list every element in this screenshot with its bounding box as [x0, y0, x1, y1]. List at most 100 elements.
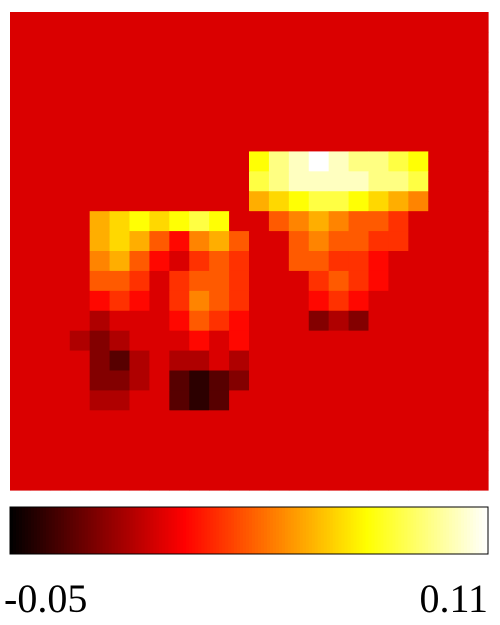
heatmap-cell	[328, 231, 350, 252]
heatmap-cell	[328, 330, 350, 352]
heatmap-cell	[29, 410, 51, 431]
heatmap-cell	[308, 450, 330, 471]
heatmap-cell	[448, 231, 469, 252]
heatmap-cell	[328, 450, 350, 471]
colorbar-segment	[93, 507, 98, 554]
heatmap-cell	[229, 330, 250, 352]
heatmap-cell	[49, 171, 71, 192]
heatmap-cell	[189, 111, 210, 133]
heatmap-cell	[89, 290, 111, 312]
heatmap-cell	[408, 330, 429, 352]
heatmap-cell	[368, 51, 390, 73]
colorbar-segment	[365, 507, 369, 554]
heatmap-cell	[348, 470, 370, 491]
heatmap-cell	[10, 470, 31, 491]
heatmap-cell	[328, 310, 350, 332]
heatmap-cell	[308, 131, 330, 153]
heatmap-cell	[149, 350, 170, 372]
heatmap-cell	[10, 151, 31, 172]
colorbar-segment	[284, 507, 289, 554]
heatmap-cell	[348, 370, 370, 392]
heatmap-cell	[169, 131, 190, 153]
heatmap-cell	[89, 31, 111, 53]
heatmap-cell	[209, 91, 230, 113]
heatmap-cell	[308, 430, 330, 451]
heatmap-cell	[288, 12, 310, 33]
colorbar-segment	[132, 507, 136, 554]
heatmap-cell	[288, 430, 310, 451]
heatmap-cell	[229, 71, 250, 93]
colorbar-segment	[260, 507, 265, 554]
heatmap-cell	[149, 450, 170, 471]
heatmap-cell	[288, 330, 310, 352]
heatmap-cell	[69, 111, 91, 133]
colorbar-segment	[413, 507, 417, 554]
heatmap-cell	[428, 410, 449, 431]
colorbar-segment	[287, 507, 292, 554]
heatmap-cell	[229, 290, 250, 312]
heatmap-cell	[308, 470, 330, 491]
heatmap-cell	[448, 450, 469, 471]
heatmap-cell	[268, 211, 290, 232]
heatmap-cell	[468, 191, 489, 212]
heatmap-cell	[89, 191, 111, 212]
heatmap-cell	[169, 12, 190, 33]
colorbar-segment	[249, 507, 253, 554]
heatmap-cell	[268, 310, 290, 332]
heatmap-cell	[268, 430, 290, 451]
heatmap-cell	[49, 31, 71, 53]
colorbar-segment	[120, 507, 125, 554]
heatmap-cell	[229, 91, 250, 113]
heatmap-cell	[229, 430, 250, 451]
colorbar-segment	[198, 507, 202, 554]
heatmap-cell	[129, 91, 151, 113]
colorbar-segment	[75, 507, 80, 554]
heatmap-cell	[308, 370, 330, 392]
colorbar-segment	[362, 507, 367, 554]
heatmap-cell	[328, 290, 350, 312]
colorbar-segment	[216, 507, 220, 554]
heatmap-cell	[149, 12, 170, 33]
heatmap-cell	[69, 231, 91, 252]
heatmap-cell	[249, 191, 270, 212]
heatmap-cell	[69, 390, 91, 411]
heatmap-cell	[229, 191, 250, 212]
heatmap	[10, 12, 489, 491]
heatmap-cell	[288, 91, 310, 113]
heatmap-cell	[129, 111, 151, 133]
colorbar-segment	[18, 507, 23, 554]
colorbar-segment	[174, 507, 178, 554]
colorbar-segment	[299, 507, 304, 554]
heatmap-cell	[169, 270, 190, 292]
heatmap-cell	[468, 51, 489, 73]
colorbar-segment	[129, 507, 133, 554]
heatmap-cell	[10, 290, 31, 312]
heatmap-cell	[129, 350, 151, 372]
colorbar-segment	[240, 507, 244, 554]
heatmap-cell	[29, 71, 51, 93]
colorbar-segment	[257, 507, 262, 554]
heatmap-cell	[10, 390, 31, 411]
heatmap-cell	[69, 211, 91, 232]
heatmap-cell	[288, 350, 310, 372]
colorbar-segment	[222, 507, 226, 554]
heatmap-cell	[189, 350, 210, 372]
colorbar-segment	[12, 507, 17, 554]
heatmap-cell	[29, 450, 51, 471]
heatmap-cell	[229, 350, 250, 372]
heatmap-cell	[388, 270, 409, 292]
heatmap-cell	[69, 310, 91, 332]
heatmap-cell	[29, 430, 51, 451]
heatmap-cell	[448, 410, 469, 431]
heatmap-cell	[69, 470, 91, 491]
heatmap-cell	[268, 31, 290, 53]
heatmap-cell	[448, 270, 469, 292]
heatmap-cell	[388, 131, 409, 153]
heatmap-cell	[448, 12, 469, 33]
heatmap-cell	[49, 111, 71, 133]
colorbar-segment	[90, 507, 95, 554]
colorbar-segment	[356, 507, 361, 554]
colorbar-segment	[251, 507, 256, 554]
heatmap-cell	[328, 470, 350, 491]
